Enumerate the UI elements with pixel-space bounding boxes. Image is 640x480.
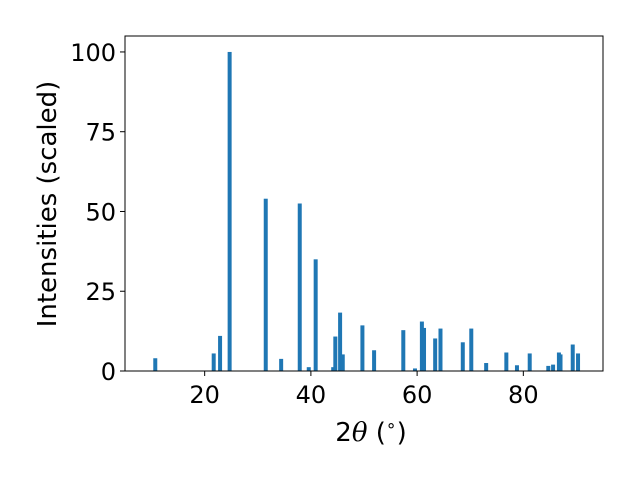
bar (333, 336, 338, 371)
bar (484, 363, 489, 371)
bar-series (153, 51, 581, 371)
bar (433, 338, 438, 371)
bar (218, 335, 223, 371)
bar (419, 321, 424, 371)
bar (469, 328, 474, 371)
x-axis-label-suffix: ( (367, 418, 385, 448)
x-axis-label: 2θ (∘) (335, 416, 406, 448)
x-axis-label-close: ) (397, 418, 407, 448)
y-axis-label: Intensities (scaled) (33, 81, 63, 328)
bar (306, 367, 311, 371)
plot-area-frame (124, 35, 604, 372)
bar (551, 364, 556, 371)
x-tick-label: 80 (508, 381, 539, 409)
bar (558, 354, 563, 371)
bar (297, 203, 302, 371)
bar (401, 330, 406, 371)
bar (570, 344, 575, 371)
x-tick-label: 40 (296, 381, 327, 409)
bar (438, 328, 443, 371)
bar (527, 353, 532, 371)
x-tick-label: 60 (402, 381, 433, 409)
bar (227, 51, 232, 371)
bar (514, 365, 519, 371)
bar (546, 365, 551, 371)
bar (331, 367, 336, 371)
x-axis-label-degree: ∘ (386, 416, 397, 436)
y-tick-label: 100 (70, 39, 116, 67)
y-tick-label: 75 (85, 119, 116, 147)
y-tick-label: 25 (85, 278, 116, 306)
bar (576, 353, 581, 371)
bar (338, 312, 343, 371)
bar (460, 342, 465, 371)
y-axis-ticks: 0 25 50 75 100 (70, 39, 125, 386)
bar (372, 350, 377, 371)
bar (313, 259, 318, 371)
bar (340, 354, 345, 371)
bar (412, 368, 417, 371)
bar (153, 358, 158, 371)
x-axis-label-prefix: 2 (335, 418, 352, 448)
bar (279, 358, 284, 371)
x-axis-label-symbol: θ (352, 418, 368, 448)
y-tick-label: 50 (85, 198, 116, 226)
bar (211, 353, 216, 371)
x-tick-label: 20 (189, 381, 220, 409)
bar (422, 327, 427, 371)
bar (263, 198, 268, 371)
x-axis-ticks: 20 40 60 80 (189, 371, 539, 409)
bar (360, 325, 365, 371)
bar (504, 352, 509, 371)
y-tick-label: 0 (101, 358, 116, 386)
